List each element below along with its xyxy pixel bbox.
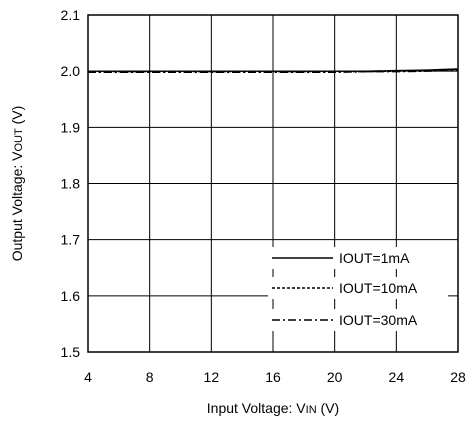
y-tick-label: 1.9 xyxy=(61,119,81,135)
y-tick-label: 1.8 xyxy=(61,176,81,192)
series-lines xyxy=(88,68,459,73)
grid xyxy=(88,15,458,352)
x-tick-label: 4 xyxy=(84,369,92,385)
legend-background xyxy=(268,309,448,331)
x-tick-label: 24 xyxy=(389,369,405,385)
x-tick-label: 16 xyxy=(265,369,281,385)
legend: IOUT=1mA IOUT=10mA IOUT=30mA xyxy=(268,247,448,331)
x-axis-label: Input Voltage: VIN (V) xyxy=(207,400,339,416)
y-tick-label: 2.1 xyxy=(61,7,81,23)
legend-label-3: IOUT=30mA xyxy=(339,312,418,328)
y-tick-label: 1.7 xyxy=(61,232,81,248)
legend-label-1: IOUT=1mA xyxy=(339,250,410,266)
x-tick-label: 12 xyxy=(204,369,220,385)
plot-frame xyxy=(87,14,459,353)
x-tick-label: 20 xyxy=(327,369,343,385)
legend-label-2: IOUT=10mA xyxy=(339,280,418,296)
legend-background xyxy=(268,247,448,269)
y-tick-label: 1.6 xyxy=(61,288,81,304)
y-axis-label: Output Voltage: VOUT (V) xyxy=(9,106,25,262)
legend-background xyxy=(268,277,448,299)
series-line-3 xyxy=(88,69,459,73)
y-tick-label: 1.5 xyxy=(61,344,81,360)
x-tick-label: 28 xyxy=(450,369,466,385)
y-tick-labels: 1.5 1.6 1.7 1.8 1.9 2.0 2.1 xyxy=(61,7,81,360)
y-tick-label: 2.0 xyxy=(61,63,81,79)
x-tick-label: 8 xyxy=(146,369,154,385)
x-tick-labels: 4 8 12 16 20 24 28 xyxy=(84,369,466,385)
